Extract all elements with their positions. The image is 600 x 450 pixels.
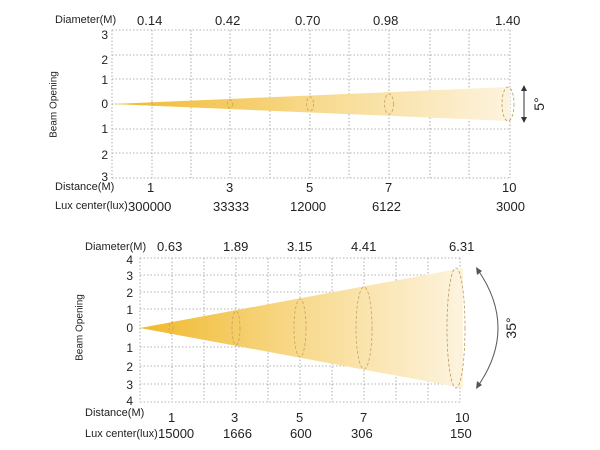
- beam-cone: [112, 87, 510, 121]
- diameter-label: Diameter(M): [55, 14, 117, 26]
- y-tick: 4: [126, 253, 133, 267]
- beam-section-7m: [355, 286, 373, 370]
- y-tick: 2: [101, 53, 108, 67]
- y-tick: 1: [126, 303, 133, 317]
- beam-section-10m: [501, 86, 515, 122]
- angle-arrow: [521, 85, 527, 123]
- lux-value: 3000: [496, 199, 525, 214]
- beam-cross-sections: [150, 86, 515, 122]
- beam-section-3m: [231, 310, 241, 346]
- diameter-value: 0.98: [373, 13, 399, 28]
- beam-cross-sections: [168, 267, 466, 389]
- distance-label: Distance(M): [85, 407, 145, 419]
- y-tick: 3: [126, 269, 133, 283]
- y-tick: 2: [101, 148, 108, 162]
- beam-section-10m: [446, 267, 466, 389]
- beam-chart-5deg: Diameter(M) 0.14 0.42 0.70 0.98 1.40 3 2…: [49, 13, 548, 214]
- diameter-value: 1.40: [495, 13, 521, 28]
- beam-section-3m: [227, 99, 233, 109]
- diameter-label: Diameter(M): [85, 241, 147, 253]
- distance-value: 5: [296, 410, 304, 425]
- y-tick: 0: [126, 321, 133, 335]
- y-tick: 1: [101, 73, 108, 87]
- diameter-value: 0.14: [137, 13, 163, 28]
- y-axis-label: Beam Opening: [74, 294, 86, 361]
- lux-label: Lux center(lux): [85, 428, 158, 440]
- beam-chart-5deg-svg: [111, 29, 527, 179]
- lux-value: 300000: [128, 199, 172, 214]
- lux-value: 12000: [290, 199, 327, 214]
- beam-section-5m: [306, 96, 314, 112]
- distance-label: Distance(M): [55, 181, 115, 193]
- lux-value: 150: [450, 426, 472, 441]
- distance-value: 3: [231, 410, 239, 425]
- lux-value: 6122: [372, 199, 401, 214]
- lux-value: 1666: [223, 426, 252, 441]
- diameter-value: 0.63: [157, 239, 183, 254]
- distance-value: 1: [147, 180, 155, 195]
- lux-value: 15000: [158, 426, 195, 441]
- y-tick: 4: [126, 394, 133, 408]
- beam-section-7m: [384, 93, 394, 115]
- distance-value: 10: [455, 410, 470, 425]
- y-tick: 1: [126, 341, 133, 355]
- diameter-value: 1.89: [223, 239, 249, 254]
- lux-value: 33333: [213, 199, 250, 214]
- y-tick: 3: [126, 378, 133, 392]
- y-tick: 0: [101, 97, 108, 111]
- angle-arrow: [476, 267, 499, 389]
- lux-value: 600: [290, 426, 312, 441]
- diameter-value: 0.70: [295, 13, 321, 28]
- y-tick: 3: [101, 170, 108, 184]
- beam-section-5m: [293, 298, 307, 358]
- distance-value: 5: [306, 180, 314, 195]
- y-tick: 2: [126, 360, 133, 374]
- lux-label: Lux center(lux): [55, 200, 128, 212]
- diameter-value: 3.15: [287, 239, 313, 254]
- distance-value: 7: [360, 410, 368, 425]
- lux-value: 306: [351, 426, 373, 441]
- diameter-value: 4.41: [351, 239, 377, 254]
- y-tick: 2: [126, 286, 133, 300]
- beam-section-1m: [168, 321, 174, 335]
- distance-value: 10: [502, 180, 517, 195]
- diameter-value: 6.31: [449, 239, 475, 254]
- y-tick: 3: [101, 28, 108, 42]
- beam-section-1m: [150, 102, 154, 106]
- distance-value: 7: [385, 180, 393, 195]
- distance-value: 1: [168, 410, 176, 425]
- beam-cone: [140, 268, 463, 388]
- distance-value: 3: [226, 180, 234, 195]
- y-tick: 1: [101, 122, 108, 136]
- beam-angle-label: 35°: [503, 317, 519, 339]
- diameter-value: 0.42: [215, 13, 241, 28]
